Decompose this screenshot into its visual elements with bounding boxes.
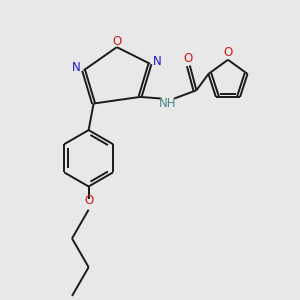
Text: O: O xyxy=(223,46,232,59)
Text: N: N xyxy=(72,61,81,74)
Text: O: O xyxy=(184,52,193,65)
Text: N: N xyxy=(153,55,162,68)
Text: O: O xyxy=(84,194,93,207)
Text: O: O xyxy=(112,35,122,48)
Text: NH: NH xyxy=(159,97,176,110)
